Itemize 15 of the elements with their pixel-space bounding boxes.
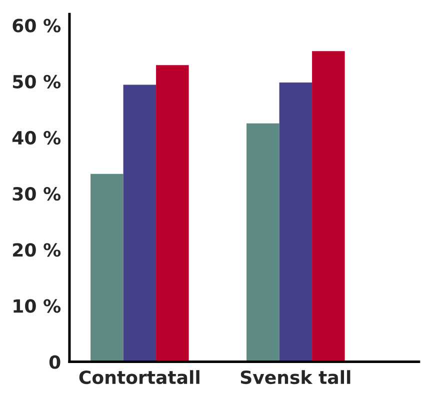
bar	[279, 82, 312, 362]
y-tick-label: 40 %	[12, 130, 61, 145]
x-tick-label: Svensk tall	[240, 370, 350, 384]
bar	[156, 65, 189, 362]
y-tick-label: 30 %	[12, 187, 61, 201]
bar	[90, 174, 124, 362]
y-tick-label: 10 %	[14, 299, 61, 313]
y-tick-label: 0	[49, 355, 60, 369]
y-tick-label: 60 %	[12, 18, 61, 32]
y-tick-label: 20 %	[13, 243, 61, 257]
bar	[312, 51, 345, 362]
bar	[246, 123, 280, 362]
bar	[123, 84, 156, 362]
x-tick-label: Contortatall	[79, 370, 200, 384]
y-tick-label: 50 %	[13, 74, 61, 88]
